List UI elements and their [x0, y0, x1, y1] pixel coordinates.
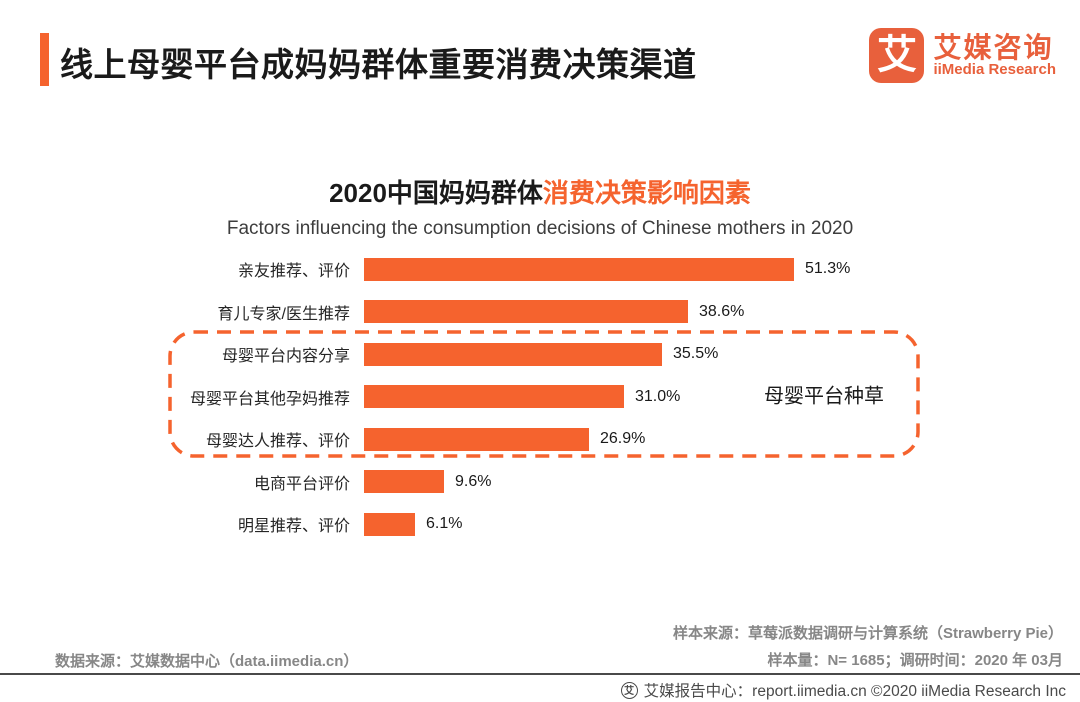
bar-label: 明星推荐、评价 — [237, 518, 350, 536]
bar-value: 31.0% — [635, 387, 681, 405]
bar-value: 26.9% — [600, 430, 646, 448]
logo-text: 艾媒咨询 iiMedia Research — [933, 33, 1056, 78]
highlight-box-border — [168, 330, 920, 458]
bar — [364, 342, 662, 366]
bar-row: 母婴平台其他孕妈推荐 31.0% — [0, 376, 1080, 419]
logo-name-cn: 艾媒咨询 — [933, 31, 1054, 63]
chart-title-black: 2020中国妈妈群体 — [329, 178, 543, 208]
bar-row: 明星推荐、评价 6.1% — [0, 503, 1080, 546]
bar-row: 母婴达人推荐、评价 26.9% — [0, 418, 1080, 461]
bar — [364, 257, 794, 281]
bar-value: 51.3% — [805, 260, 851, 278]
bar-label: 母婴平台其他孕妈推荐 — [189, 390, 350, 408]
bar-rows: 亲友推荐、评价 51.3% 育儿专家/医生推荐 38.6% 母婴平台内容分享 3… — [0, 248, 1080, 546]
chart-title: 2020中国妈妈群体消费决策影响因素 — [0, 173, 1080, 210]
bar-row: 母婴平台内容分享 35.5% — [0, 333, 1080, 376]
iimedia-logo: 艾 艾媒咨询 iiMedia Research — [869, 28, 1056, 83]
iimedia-circle-icon: 艾 — [620, 681, 638, 699]
logo-name-en: iiMedia Research — [933, 61, 1056, 79]
highlight-label: 母婴平台种草 — [764, 385, 884, 408]
bar — [364, 427, 589, 451]
bar — [364, 385, 624, 409]
footer-text: 艾媒报告中心：report.iimedia.cn ©2020 iiMedia R… — [643, 683, 1066, 700]
chart-title-orange: 消费决策影响因素 — [542, 178, 751, 208]
bar-row: 亲友推荐、评价 51.3% — [0, 248, 1080, 291]
iimedia-logo-icon: 艾 — [869, 28, 925, 83]
bar-label: 母婴达人推荐、评价 — [205, 433, 350, 451]
bar-label: 亲友推荐、评价 — [237, 263, 350, 281]
bar-value: 6.1% — [426, 515, 463, 533]
bar-value: 38.6% — [699, 302, 745, 320]
title-accent-bar — [40, 33, 49, 86]
bar-label: 电商平台评价 — [253, 475, 350, 493]
sample-notes: 样本来源：草莓派数据调研与计算系统（Strawberry Pie） 样本量：N=… — [673, 620, 1063, 674]
bar-label: 母婴平台内容分享 — [221, 348, 350, 366]
bar-row: 电商平台评价 9.6% — [0, 461, 1080, 504]
sample-source-note: 样本来源：草莓派数据调研与计算系统（Strawberry Pie） — [672, 625, 1063, 642]
page-title: 线上母婴平台成妈妈群体重要消费决策渠道 — [60, 46, 697, 83]
bar — [364, 300, 688, 324]
bar-value: 9.6% — [455, 472, 492, 490]
footer: 艾 艾媒报告中心：report.iimedia.cn ©2020 iiMedia… — [620, 679, 1066, 701]
bar — [364, 512, 415, 536]
sample-meta-note: 样本量：N= 1685；调研时间：2020 年 03月 — [767, 652, 1063, 669]
bar-value: 35.5% — [673, 345, 719, 363]
bar — [364, 470, 444, 494]
bar-row: 育儿专家/医生推荐 38.6% — [0, 291, 1080, 334]
highlight-box: 母婴平台种草 — [168, 330, 920, 458]
data-source-note: 数据来源：艾媒数据中心（data.iimedia.cn） — [55, 653, 359, 670]
footer-divider — [0, 673, 1080, 675]
chart-subtitle: Factors influencing the consumption deci… — [226, 218, 854, 239]
bar-label: 育儿专家/医生推荐 — [217, 305, 350, 323]
